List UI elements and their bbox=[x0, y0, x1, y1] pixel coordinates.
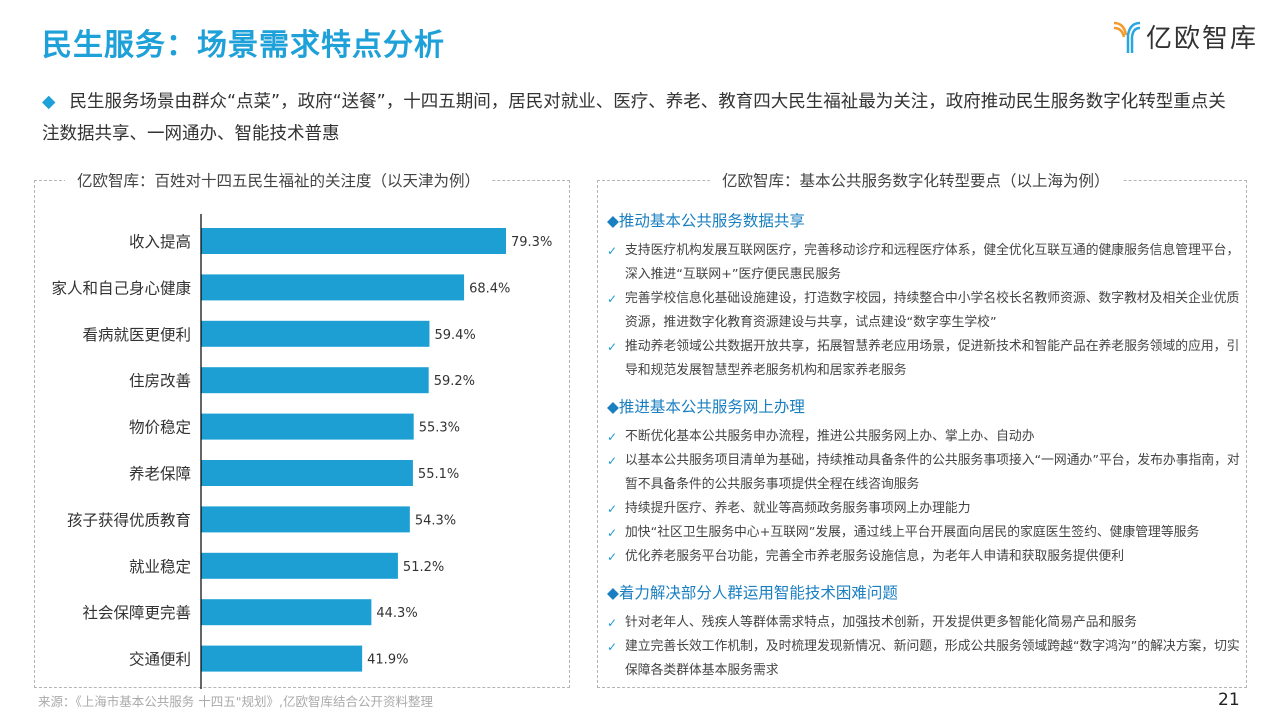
data-label: 55.1% bbox=[418, 467, 459, 482]
bar bbox=[201, 320, 430, 347]
logo-icon bbox=[1113, 21, 1141, 53]
bar bbox=[201, 413, 414, 440]
item-text: 针对老年人、残疾人等群体需求特点，加强技术创新，开发提供更多智能化简易产品和服务 bbox=[625, 615, 1137, 630]
item-text: 支持医疗机构发展互联网医疗，完善移动诊疗和远程医疗体系，健全优化互联互通的健康服… bbox=[625, 243, 1240, 282]
data-label: 68.4% bbox=[469, 281, 510, 296]
check-icon: ✓ bbox=[607, 430, 618, 444]
list-item: ✓ 完善学校信息化基础设施建设，打造数字校园，持续整合中小学名校长名教师资源、数字… bbox=[607, 287, 1247, 335]
data-label: 55.3% bbox=[419, 421, 460, 436]
section-heading: ◆推进基本公共服务网上办理 bbox=[607, 398, 805, 416]
check-icon: ✓ bbox=[607, 244, 618, 258]
list-item: ✓ 推动养老领域公共数据开放共享，拓展智慧养老应用场景，促进新技术和智能产品在养老… bbox=[607, 335, 1247, 383]
list-item: ✓ 优化养老服务平台功能，完善全市养老服务设施信息，为老年人申请和获取服务提供便利 bbox=[607, 545, 1247, 569]
chart-panel: 亿欧智库：百姓对十四五民生福祉的关注度（以天津为例） 收入提高 79.3% 家人和自… bbox=[34, 169, 570, 689]
page-number: 21 bbox=[1218, 690, 1240, 710]
logo: 亿欧智库 bbox=[1112, 18, 1258, 55]
logo-text: 亿欧智库 bbox=[1146, 24, 1259, 54]
category-label: 物价稳定 bbox=[129, 419, 191, 437]
bar bbox=[201, 599, 372, 626]
check-icon: ✓ bbox=[607, 502, 618, 516]
bar-chart: 收入提高 79.3% 家人和自己身心健康 68.4% 看病就医更便利 59.4% 住房改善 5… bbox=[51, 214, 552, 689]
source-note: 来源：《上海市基本公共服务 十四五"规划》,亿欧智库结合公开资料整理 bbox=[38, 694, 433, 709]
data-label: 59.2% bbox=[434, 374, 475, 389]
check-icon: ✓ bbox=[607, 292, 618, 306]
bar bbox=[201, 274, 465, 301]
section-heading: ◆着力解决部分人群运用智能技术困难问题 bbox=[607, 584, 898, 602]
check-icon: ✓ bbox=[607, 640, 618, 654]
data-label: 41.9% bbox=[367, 653, 408, 668]
item-text: 建立完善长效工作机制，及时梳理发现新情况、新问题，形成公共服务领域跨越“数字鸿沟… bbox=[625, 639, 1240, 678]
summary: ◆ 民生服务场景由群众“点菜”，政府“送餐”，十四五期间，居民对就业、医疗、养老、… bbox=[42, 92, 1226, 144]
check-icon: ✓ bbox=[607, 454, 618, 468]
item-text: 完善学校信息化基础设施建设，打造数字校园，持续整合中小学名校长名教师资源、数字教… bbox=[625, 291, 1240, 330]
category-label: 就业稳定 bbox=[129, 558, 191, 576]
list-item: ✓ 建立完善长效工作机制，及时梳理发现新情况、新问题，形成公共服务领域跨越“数字鸿… bbox=[607, 635, 1247, 683]
item-text: 推动养老领域公共数据开放共享，拓展智慧养老应用场景，促进新技术和智能产品在养老服… bbox=[625, 339, 1240, 378]
data-label: 51.2% bbox=[403, 560, 444, 575]
check-icon: ✓ bbox=[607, 616, 618, 630]
category-label: 看病就医更便利 bbox=[82, 326, 191, 344]
bar bbox=[201, 460, 413, 486]
bar bbox=[201, 645, 363, 672]
list-item: ✓ 支持医疗机构发展互联网医疗，完善移动诊疗和远程医疗体系，健全优化互联互通的健康… bbox=[607, 239, 1247, 287]
bar bbox=[201, 228, 506, 254]
category-label: 养老保障 bbox=[129, 465, 191, 483]
chart-title: 亿欧智库：百姓对十四五民生福祉的关注度（以天津为例） bbox=[65, 169, 493, 191]
key-points: ◆推动基本公共服务数据共享 ✓ 支持医疗机构发展互联网医疗，完善移动诊疗和远程医疗体… bbox=[607, 197, 1247, 683]
key-points-panel: 亿欧智库：基本公共服务数字化转型要点（以上海为例） ◆推动基本公共服务数据共享 ✓… bbox=[597, 169, 1247, 688]
category-label: 孩子获得优质教育 bbox=[67, 511, 191, 529]
category-label: 住房改善 bbox=[129, 372, 191, 390]
check-icon: ✓ bbox=[607, 526, 618, 540]
bar bbox=[201, 552, 398, 579]
category-label: 家人和自己身心健康 bbox=[51, 279, 191, 297]
bar bbox=[201, 367, 429, 394]
check-icon: ✓ bbox=[607, 550, 618, 564]
data-label: 79.3% bbox=[511, 235, 552, 250]
check-icon: ✓ bbox=[607, 340, 618, 354]
data-label: 59.4% bbox=[434, 328, 475, 343]
list-item: ✓ 持续提升医疗、养老、就业等高频政务服务事项网上办理能力 bbox=[607, 497, 1247, 521]
page-title: 民生服务：场景需求特点分析 bbox=[42, 28, 445, 63]
data-label: 44.3% bbox=[376, 606, 417, 621]
category-label: 交通便利 bbox=[129, 651, 191, 669]
list-item: ✓ 不断优化基本公共服务申办流程，推进公共服务网上办、掌上办、自动办 bbox=[607, 425, 1247, 449]
list-item: ✓ 以基本公共服务项目清单为基础，持续推动具备条件的公共服务事项接入“一网通办”平… bbox=[607, 449, 1247, 497]
list-item: ✓ 加快“社区卫生服务中心+互联网”发展，通过线上平台开展面向居民的家庭医生签约、… bbox=[607, 521, 1247, 545]
item-text: 以基本公共服务项目清单为基础，持续推动具备条件的公共服务事项接入“一网通办”平台… bbox=[625, 453, 1240, 492]
category-label: 社会保障更完善 bbox=[82, 604, 191, 622]
item-text: 不断优化基本公共服务申办流程，推进公共服务网上办、掌上办、自动办 bbox=[625, 429, 1035, 444]
item-text: 加快“社区卫生服务中心+互联网”发展，通过线上平台开展面向居民的家庭医生签约、健… bbox=[625, 525, 1200, 540]
panel-title: 亿欧智库：基本公共服务数字化转型要点（以上海为例） bbox=[710, 169, 1122, 191]
diamond-icon: ◆ bbox=[42, 92, 56, 112]
data-label: 54.3% bbox=[415, 513, 456, 528]
item-text: 持续提升医疗、养老、就业等高频政务服务事项网上办理能力 bbox=[625, 501, 971, 516]
item-text: 优化养老服务平台功能，完善全市养老服务设施信息，为老年人申请和获取服务提供便利 bbox=[625, 549, 1125, 564]
section-heading: ◆推动基本公共服务数据共享 bbox=[607, 212, 805, 230]
category-label: 收入提高 bbox=[129, 233, 191, 251]
list-item: ✓ 针对老年人、残疾人等群体需求特点，加强技术创新，开发提供更多智能化简易产品和服… bbox=[607, 611, 1247, 635]
bar bbox=[201, 506, 410, 533]
